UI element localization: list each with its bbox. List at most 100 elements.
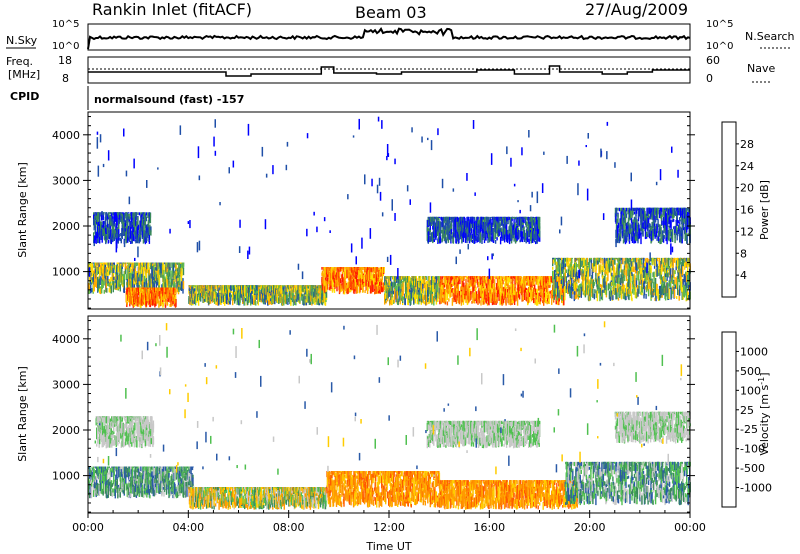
heatmap-cell <box>340 267 343 269</box>
heatmap-cell <box>618 270 621 275</box>
heatmap-cell <box>448 298 450 302</box>
freq-left-top: 18 <box>58 54 72 67</box>
heatmap-cell <box>533 297 535 304</box>
heatmap-cell <box>324 286 326 293</box>
heatmap-cell <box>513 288 515 297</box>
heatmap-cell <box>125 212 127 223</box>
heatmap-cell <box>453 276 455 286</box>
heatmap-cell <box>346 288 348 295</box>
heatmap-cell <box>515 276 517 284</box>
heatmap-cell <box>458 295 461 303</box>
nsearch-label: N.Search <box>745 30 795 43</box>
heatmap-cell <box>287 297 290 302</box>
heatmap-cell <box>620 285 622 296</box>
heatmap-cell <box>442 284 445 293</box>
nave-label: Nave <box>747 62 775 75</box>
heatmap-cell <box>137 212 139 215</box>
heatmap-cell <box>169 293 171 303</box>
heatmap-cell <box>468 292 470 303</box>
heatmap-cell <box>480 276 483 280</box>
heatmap-cell <box>451 276 453 281</box>
nave-right-bottom: 0 <box>706 72 713 85</box>
heatmap-cell <box>104 236 106 241</box>
heatmap-cell <box>181 262 184 268</box>
heatmap-cell <box>237 285 239 291</box>
heatmap-cell <box>101 283 103 289</box>
heatmap-cell <box>601 290 604 301</box>
heatmap-cell <box>91 288 93 293</box>
heatmap-cell <box>155 282 158 292</box>
heatmap-cell <box>116 262 118 265</box>
heatmap-cell <box>95 262 97 270</box>
heatmap-cell <box>591 287 593 297</box>
heatmap-cell <box>415 276 417 279</box>
heatmap-cell <box>513 295 516 305</box>
heatmap-cell <box>221 292 223 299</box>
heatmap-cell <box>609 257 611 260</box>
heatmap-cell <box>568 257 570 267</box>
heatmap-cell <box>108 212 110 218</box>
noise-right-top: 10^5 <box>706 19 733 30</box>
heatmap-cell <box>106 235 108 241</box>
heatmap-cell <box>602 259 604 266</box>
heatmap-cell <box>504 288 507 298</box>
heatmap-cell <box>137 293 139 306</box>
heatmap-cell <box>431 293 433 304</box>
heatmap-cell <box>131 222 133 228</box>
heatmap-cell <box>568 280 570 287</box>
heatmap-cell <box>125 266 127 270</box>
heatmap-cell <box>278 285 280 290</box>
heatmap-cell <box>531 281 533 289</box>
heatmap-cell <box>494 287 496 293</box>
heatmap-cell <box>488 295 490 306</box>
heatmap-cell <box>407 276 409 283</box>
heatmap-cell <box>583 257 585 267</box>
heatmap-cell <box>162 302 165 307</box>
heatmap-cell <box>529 292 531 297</box>
heatmap-cell <box>384 293 386 305</box>
heatmap-cell <box>536 300 538 306</box>
heatmap-cell <box>143 230 145 243</box>
heatmap-cell <box>96 212 98 223</box>
heatmap-cell <box>101 285 103 294</box>
heatmap-cell <box>121 262 123 269</box>
heatmap-cell <box>158 262 160 270</box>
heatmap-cell <box>360 282 363 288</box>
heatmap-cell <box>455 283 458 296</box>
heatmap-cell <box>122 219 124 228</box>
heatmap-cell <box>279 293 281 304</box>
heatmap-cell <box>625 264 627 268</box>
heatmap-cell <box>556 257 558 260</box>
heatmap-cell <box>487 276 490 284</box>
heatmap-cell <box>428 299 430 305</box>
heatmap-cell <box>271 292 273 304</box>
heatmap-cell <box>127 268 129 280</box>
heatmap-cell <box>545 280 547 289</box>
heatmap-cell <box>113 276 115 280</box>
heatmap-cell <box>559 287 561 300</box>
heatmap-cell <box>626 261 628 270</box>
heatmap-cell <box>256 290 258 299</box>
heatmap-cell <box>535 276 537 285</box>
heatmap-cell <box>129 236 131 242</box>
heatmap-cell <box>148 287 151 291</box>
heatmap-cell <box>572 291 574 295</box>
heatmap-cell <box>327 272 329 277</box>
heatmap-cell <box>288 287 291 297</box>
heatmap-cell <box>632 257 635 263</box>
heatmap-cell <box>480 277 482 285</box>
heatmap-cell <box>110 276 112 283</box>
heatmap-cell <box>451 298 454 306</box>
heatmap-cell <box>607 269 609 275</box>
heatmap-cell <box>625 257 627 265</box>
heatmap-cell <box>289 285 291 292</box>
heatmap-cell <box>593 281 596 286</box>
heatmap-cell <box>152 276 155 281</box>
heatmap-cell <box>537 289 539 302</box>
heatmap-cell <box>93 281 95 292</box>
heatmap-cell <box>346 267 349 277</box>
heatmap-cell <box>446 279 448 285</box>
heatmap-cell <box>383 282 385 292</box>
heatmap-cell <box>512 276 515 279</box>
heatmap-cell <box>540 297 542 302</box>
